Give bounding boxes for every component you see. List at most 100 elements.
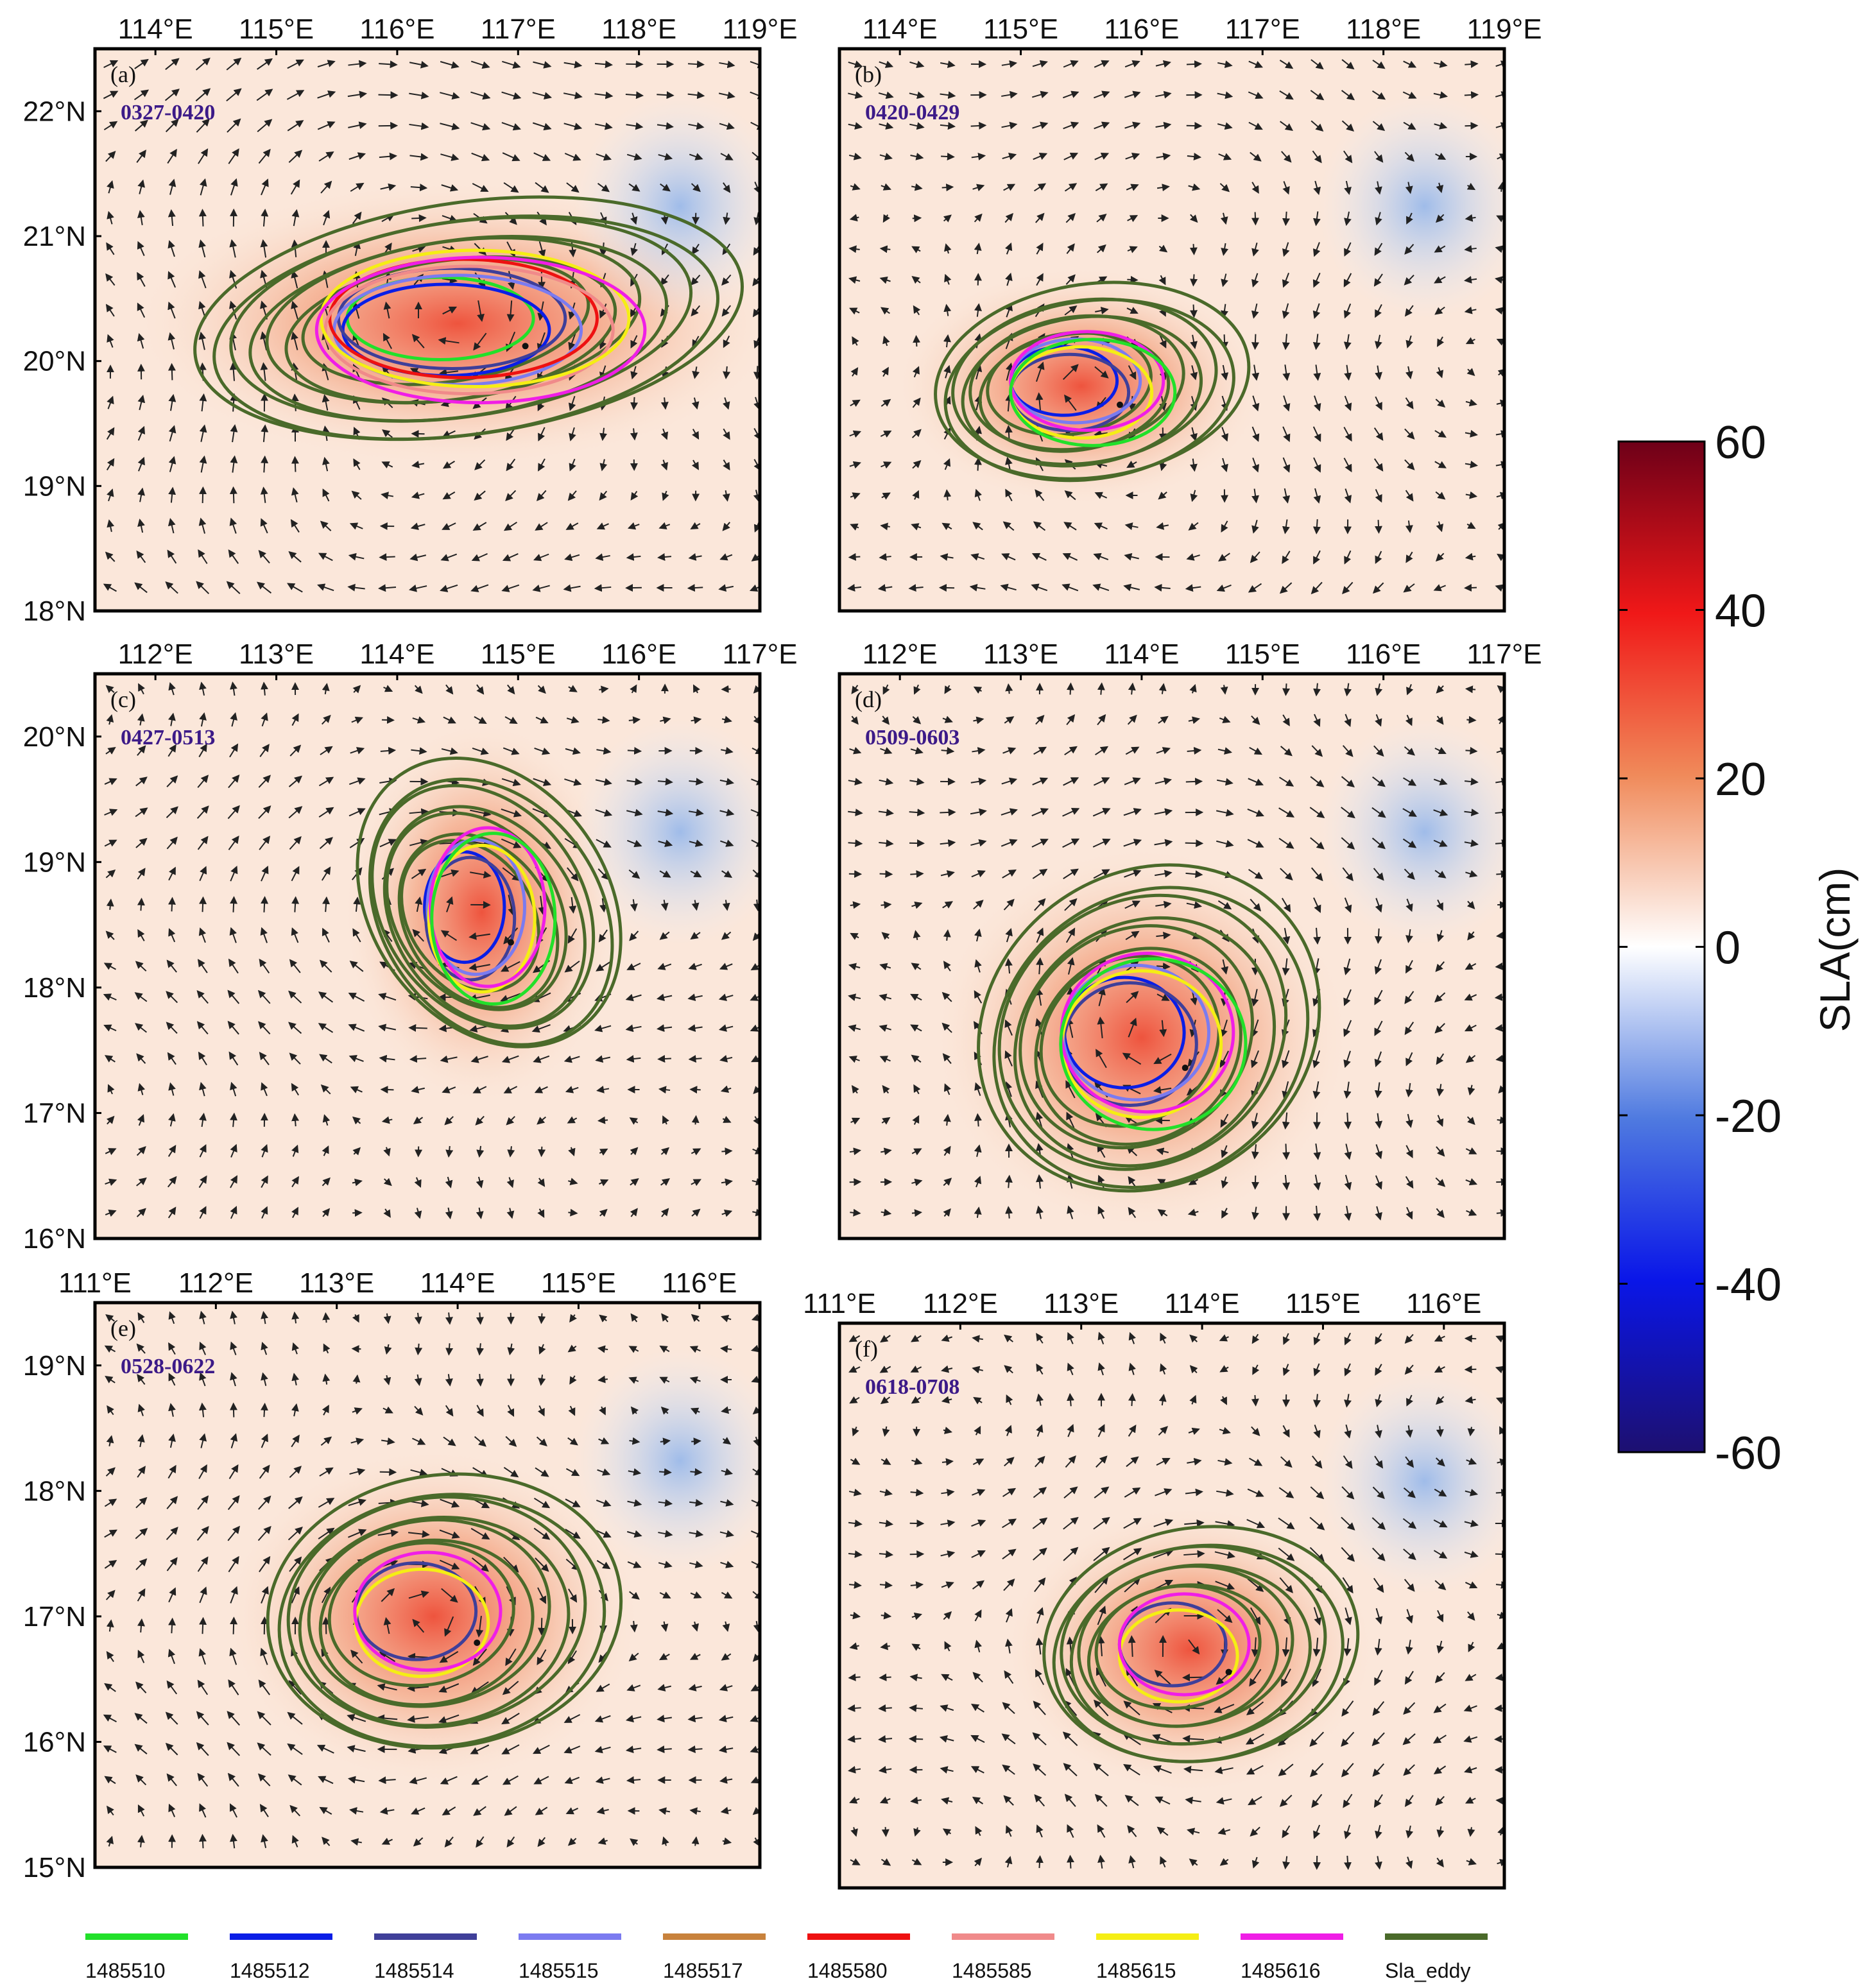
panel-label: (b) bbox=[855, 62, 882, 87]
current-vector bbox=[626, 553, 641, 561]
current-vector bbox=[1312, 211, 1321, 227]
current-vector bbox=[411, 492, 425, 499]
current-vector bbox=[721, 685, 731, 693]
current-vector bbox=[911, 183, 923, 191]
current-vector bbox=[974, 1113, 983, 1127]
current-vector bbox=[196, 581, 210, 594]
current-vector bbox=[379, 553, 395, 561]
current-vector bbox=[1343, 304, 1352, 319]
current-vector bbox=[880, 307, 890, 315]
legend-item: 1485585 bbox=[952, 1933, 1054, 1982]
colorbar-tick-label: 20 bbox=[1715, 754, 1766, 805]
current-vector bbox=[290, 518, 300, 533]
legend-item: 1485616 bbox=[1241, 1933, 1343, 1982]
current-vector bbox=[1495, 60, 1504, 68]
current-vector bbox=[1282, 242, 1290, 257]
current-vector bbox=[379, 1468, 397, 1477]
current-vector bbox=[1251, 212, 1259, 226]
current-vector bbox=[1404, 275, 1414, 286]
current-vector bbox=[168, 896, 176, 912]
current-vector bbox=[167, 148, 177, 164]
current-vector bbox=[228, 549, 239, 564]
current-vector bbox=[198, 239, 206, 258]
current-vector bbox=[381, 461, 393, 468]
current-vector bbox=[849, 1178, 862, 1187]
current-vector bbox=[1125, 153, 1140, 160]
current-vector bbox=[1343, 334, 1352, 350]
current-vector bbox=[167, 549, 177, 564]
current-vector bbox=[382, 429, 393, 438]
current-vector bbox=[198, 1833, 207, 1849]
date-range-label: 0427-0513 bbox=[121, 726, 215, 750]
current-vector bbox=[691, 183, 701, 193]
current-vector bbox=[1095, 183, 1108, 192]
current-vector bbox=[1031, 90, 1049, 99]
current-vector bbox=[133, 89, 150, 101]
current-vector bbox=[1065, 212, 1076, 223]
current-vector bbox=[536, 490, 547, 502]
current-vector bbox=[595, 553, 610, 561]
current-vector bbox=[257, 58, 273, 70]
current-vector bbox=[1219, 183, 1230, 193]
current-vector bbox=[941, 153, 955, 160]
current-vector bbox=[599, 490, 608, 501]
y-tick-label: 19°N bbox=[23, 1350, 86, 1382]
current-vector bbox=[286, 583, 303, 593]
legend-item: 1485615 bbox=[1096, 1933, 1199, 1982]
current-vector bbox=[440, 153, 460, 161]
current-vector bbox=[261, 178, 269, 196]
current-vector bbox=[348, 553, 365, 561]
current-vector bbox=[1344, 211, 1352, 227]
current-vector bbox=[350, 182, 365, 192]
panel-b: 114°E 115°E 116°E 117°E 118°E 119°E (b) 0420-04… bbox=[838, 13, 1542, 613]
current-vector bbox=[1156, 152, 1171, 160]
current-vector bbox=[974, 213, 983, 223]
current-vector bbox=[471, 553, 488, 561]
current-vector bbox=[134, 582, 148, 594]
current-vector bbox=[440, 92, 460, 100]
current-vector bbox=[258, 148, 271, 164]
current-vector bbox=[568, 396, 576, 411]
current-vector bbox=[506, 300, 515, 322]
x-tick-label: 112°E bbox=[923, 1288, 998, 1319]
current-vector bbox=[411, 214, 427, 222]
current-vector bbox=[137, 210, 145, 225]
legend-label: 1485517 bbox=[663, 1959, 743, 1982]
panel-f: 111°E 112°E 113°E 114°E 115°E 116°E (f) 0618-07… bbox=[803, 1288, 1506, 1890]
current-vector bbox=[882, 336, 890, 347]
current-vector bbox=[1006, 363, 1013, 381]
current-vector bbox=[1375, 334, 1382, 350]
current-vector bbox=[719, 60, 735, 69]
current-vector bbox=[137, 179, 146, 194]
current-vector bbox=[472, 522, 487, 531]
current-vector bbox=[1126, 307, 1139, 314]
current-vector bbox=[1248, 91, 1264, 99]
current-vector bbox=[380, 183, 397, 191]
current-vector bbox=[723, 459, 730, 471]
current-vector bbox=[630, 212, 638, 225]
current-vector bbox=[134, 119, 148, 132]
current-vector bbox=[1280, 121, 1293, 132]
panel-label: (d) bbox=[855, 687, 882, 712]
current-vector bbox=[1155, 121, 1172, 130]
sla-anomaly-cool bbox=[573, 719, 760, 945]
current-vector bbox=[226, 57, 242, 71]
current-vector bbox=[256, 89, 273, 101]
current-vector bbox=[1095, 307, 1109, 314]
current-vector bbox=[105, 304, 115, 317]
current-vector bbox=[291, 456, 299, 472]
current-vector bbox=[1435, 214, 1445, 223]
current-vector bbox=[503, 182, 519, 193]
current-vector bbox=[442, 276, 458, 284]
legend: 1485510 1485512 1485514 1485515 1485517 14855… bbox=[85, 1933, 1488, 1982]
current-vector bbox=[630, 243, 638, 256]
current-vector bbox=[195, 57, 211, 71]
current-vector bbox=[440, 61, 460, 69]
current-vector bbox=[472, 183, 489, 192]
current-vector bbox=[226, 581, 241, 594]
x-tick-label: 116°E bbox=[359, 13, 434, 45]
current-vector bbox=[470, 60, 490, 69]
current-vector bbox=[1034, 183, 1047, 192]
current-vector bbox=[1282, 303, 1290, 320]
current-vector bbox=[753, 212, 760, 226]
